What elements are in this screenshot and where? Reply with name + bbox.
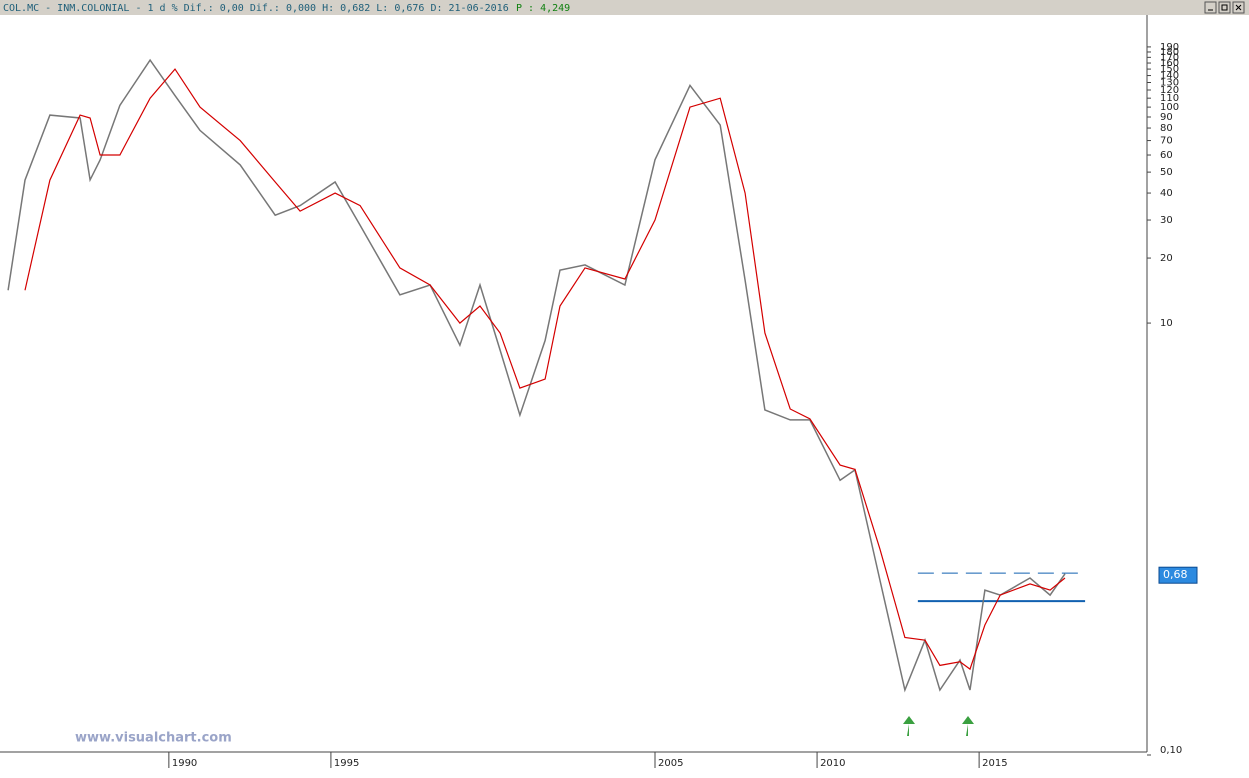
y-tick-label: 110 — [1160, 93, 1179, 104]
arrow — [962, 716, 974, 736]
y-tick-label: 180 — [1160, 47, 1179, 58]
price-line — [7, 58, 1066, 693]
last-price: P : 4,249 — [516, 3, 570, 14]
price-line — [24, 68, 1066, 671]
header-bar — [0, 0, 1249, 15]
y-tick-label: 120 — [1160, 85, 1179, 96]
y-tick-label: 130 — [1160, 78, 1179, 89]
quote-text: COL.MC - INM.COLONIAL - 1 d % Dif.: 0,00… — [3, 3, 509, 14]
arrow — [903, 716, 915, 736]
watermark: www.visualchart.com — [75, 731, 232, 746]
price-tag-label: 0,68 — [1163, 568, 1188, 581]
y-tick-label: 50 — [1160, 167, 1173, 178]
price-tag — [1158, 566, 1198, 584]
y-tick-label: 10 — [1160, 318, 1173, 329]
y-tick-label: 40 — [1160, 188, 1173, 199]
x-tick-label: 2010 — [820, 758, 845, 769]
y-tick-label: 0,10 — [1160, 745, 1182, 756]
y-tick-label: 140 — [1160, 71, 1179, 82]
y-tick-label: 160 — [1160, 58, 1179, 69]
y-tick-label: 20 — [1160, 253, 1173, 264]
x-tick-label: 2015 — [982, 758, 1007, 769]
y-tick-label: 170 — [1160, 52, 1179, 63]
x-tick-label: 1990 — [172, 758, 197, 769]
y-tick-label: 70 — [1160, 136, 1173, 147]
y-tick-label: 80 — [1160, 123, 1173, 134]
x-tick-label: 1995 — [334, 758, 359, 769]
y-tick-label: 100 — [1160, 102, 1179, 113]
y-tick-label: 60 — [1160, 150, 1173, 161]
window-buttons[interactable] — [1204, 1, 1245, 14]
y-tick-label: 90 — [1160, 112, 1173, 123]
x-tick-label: 2005 — [658, 758, 683, 769]
y-tick-label: 30 — [1160, 215, 1173, 226]
y-tick-label: 190 — [1160, 42, 1179, 53]
y-tick-label: 150 — [1160, 64, 1179, 75]
